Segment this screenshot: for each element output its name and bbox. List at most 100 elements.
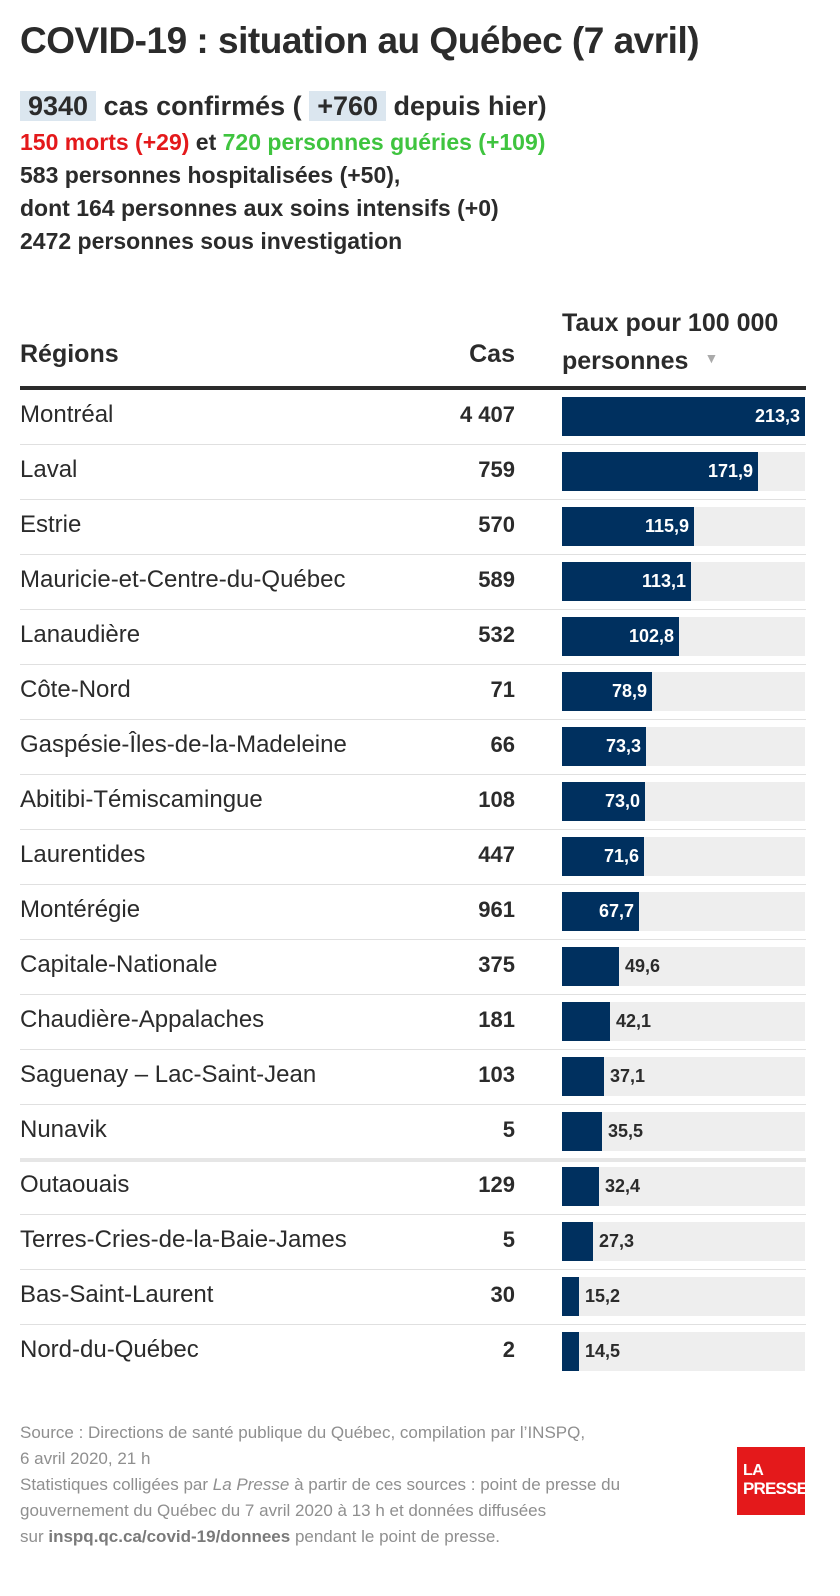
table-row: Nord-du-Québec 2 14,5 bbox=[20, 1325, 806, 1380]
investigation-text: 2472 personnes sous investigation bbox=[20, 228, 403, 254]
row-divider bbox=[20, 664, 806, 665]
bar-track: 73,3 bbox=[562, 727, 805, 766]
source-link[interactable]: inspq.qc.ca/covid-19/donnees bbox=[48, 1527, 291, 1546]
rate-label: 171,9 bbox=[707, 461, 753, 481]
cases-value: 5 bbox=[502, 1117, 515, 1142]
table-row: Laurentides 447 71,6 bbox=[20, 830, 806, 885]
row-divider bbox=[20, 829, 806, 830]
rate-label: 15,2 bbox=[585, 1286, 621, 1306]
bar-track: 37,1 bbox=[562, 1057, 805, 1096]
rate-bar bbox=[562, 1112, 602, 1151]
rate-bar bbox=[562, 397, 805, 436]
cases-value: 532 bbox=[478, 622, 515, 647]
rate-label: 73,0 bbox=[604, 791, 640, 811]
rate-bar bbox=[562, 1002, 610, 1041]
row-divider bbox=[20, 719, 806, 720]
region-label: Bas-Saint-Laurent bbox=[20, 1281, 214, 1308]
table-row: Bas-Saint-Laurent 30 15,2 bbox=[20, 1270, 806, 1325]
deaths-recovered-line: 150 morts (+29) et 720 personnes guéries… bbox=[20, 126, 820, 159]
rate-label: 71,6 bbox=[603, 846, 639, 866]
cases-value: 2 bbox=[502, 1337, 515, 1362]
source-note: Source : Directions de santé publique du… bbox=[20, 1420, 710, 1550]
region-label: Abitibi-Témiscamingue bbox=[20, 786, 263, 813]
intensive-text: dont 164 personnes aux soins intensifs (… bbox=[20, 195, 499, 221]
cases-text: cas confirmés ( bbox=[103, 91, 302, 121]
recovered-text: 720 personnes guéries (+109) bbox=[222, 129, 546, 155]
row-divider bbox=[20, 884, 806, 885]
cases-value: 66 bbox=[490, 732, 515, 757]
region-label: Mauricie-et-Centre-du-Québec bbox=[20, 566, 346, 593]
logo-line-2: PRESSE bbox=[743, 1479, 808, 1498]
rate-label: 35,5 bbox=[608, 1121, 644, 1141]
cases-value: 108 bbox=[478, 787, 515, 812]
row-divider bbox=[20, 1049, 806, 1050]
rate-bar bbox=[562, 727, 646, 766]
region-label: Capitale-Nationale bbox=[20, 951, 218, 978]
rate-bar bbox=[562, 1057, 604, 1096]
row-divider bbox=[20, 1104, 806, 1105]
cases-total: 9340 bbox=[20, 91, 97, 121]
region-label: Nord-du-Québec bbox=[20, 1336, 199, 1363]
summary: 9340 cas confirmés ( +760 depuis hier) 1… bbox=[20, 86, 820, 258]
source-line-5c: pendant le point de presse. bbox=[294, 1527, 501, 1546]
cases-delta: +760 bbox=[309, 91, 387, 121]
row-divider bbox=[20, 554, 806, 555]
bar-track: 27,3 bbox=[562, 1222, 805, 1261]
row-divider bbox=[20, 1324, 806, 1325]
sort-descending-icon[interactable]: ▼ bbox=[704, 350, 719, 366]
rate-bar bbox=[562, 1277, 579, 1316]
bar-track: 213,3 bbox=[562, 397, 805, 436]
rate-bar bbox=[562, 947, 619, 986]
table-row: Mauricie-et-Centre-du-Québec 589 113,1 bbox=[20, 555, 806, 610]
cases-value: 961 bbox=[478, 897, 515, 922]
bar-track: 171,9 bbox=[562, 452, 805, 491]
rate-label: 113,1 bbox=[641, 571, 686, 591]
bar-track: 71,6 bbox=[562, 837, 805, 876]
rate-bar bbox=[562, 452, 758, 491]
source-line-3a: Statistiques colligées par bbox=[20, 1475, 209, 1494]
cases-delta-text: depuis hier) bbox=[393, 91, 547, 121]
cases-value: 71 bbox=[490, 677, 515, 702]
source-line-4: gouvernement du Québec du 7 avril 2020 à… bbox=[20, 1501, 547, 1520]
source-line-5: sur inspq.qc.ca/covid-19/donnees pendant… bbox=[20, 1524, 710, 1550]
cases-value: 129 bbox=[478, 1172, 515, 1197]
region-label: Montréal bbox=[20, 401, 114, 428]
rate-bar bbox=[562, 837, 644, 876]
rate-bar bbox=[562, 617, 679, 656]
table-row: Nunavik 5 35,5 bbox=[20, 1105, 806, 1162]
rate-label: 102,8 bbox=[628, 626, 674, 646]
rate-bar bbox=[562, 782, 645, 821]
region-label: Laval bbox=[20, 456, 78, 483]
cases-value: 4 407 bbox=[459, 402, 515, 427]
la-presse-logo: LA PRESSE bbox=[737, 1447, 808, 1515]
table-row: Outaouais 129 32,4 bbox=[20, 1160, 806, 1215]
bar-track: 14,5 bbox=[562, 1332, 805, 1371]
rate-bar bbox=[562, 1167, 599, 1206]
row-divider bbox=[20, 499, 806, 500]
row-divider bbox=[20, 609, 806, 610]
region-label: Chaudière-Appalaches bbox=[20, 1006, 265, 1033]
region-label: Saguenay – Lac-Saint-Jean bbox=[20, 1061, 317, 1088]
cases-value: 5 bbox=[502, 1227, 515, 1252]
source-line-3: Statistiques colligées par La Presse à p… bbox=[20, 1472, 710, 1498]
row-divider bbox=[20, 1158, 806, 1162]
bar-track: 42,1 bbox=[562, 1002, 805, 1041]
row-divider bbox=[20, 444, 806, 445]
cases-value: 181 bbox=[478, 1007, 515, 1032]
rate-label: 42,1 bbox=[616, 1011, 652, 1031]
rate-bar bbox=[562, 1332, 579, 1371]
source-line-1: Source : Directions de santé publique du… bbox=[20, 1423, 586, 1442]
row-divider bbox=[20, 939, 806, 940]
column-header-rate[interactable]: Taux pour 100 000 personnes ▼ bbox=[562, 306, 778, 379]
column-header-cases: Cas bbox=[469, 340, 515, 368]
rate-label: 115,9 bbox=[644, 516, 689, 536]
bar-track: 102,8 bbox=[562, 617, 805, 656]
rate-label: 32,4 bbox=[605, 1176, 641, 1196]
table-row: Montréal 4 407 213,3 bbox=[20, 390, 806, 445]
table-row: Côte-Nord 71 78,9 bbox=[20, 665, 806, 720]
cases-value: 30 bbox=[490, 1282, 515, 1307]
table-row: Laval 759 171,9 bbox=[20, 445, 806, 500]
page-title: COVID-19 : situation au Québec (7 avril) bbox=[20, 20, 700, 61]
row-divider bbox=[20, 1269, 806, 1270]
